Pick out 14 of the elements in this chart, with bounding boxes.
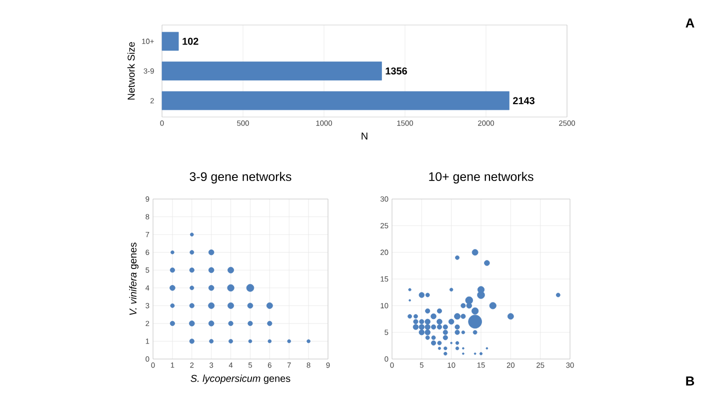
- data-label: 102: [182, 38, 198, 45]
- data-label: 1356: [386, 67, 407, 75]
- chart-title: 10+ gene networks: [429, 172, 534, 184]
- data-label: 2143: [513, 97, 534, 104]
- bar: [162, 62, 382, 80]
- text: B: [686, 376, 694, 386]
- bar: [162, 32, 179, 51]
- bar: [162, 91, 510, 110]
- x-axis-title: N: [362, 132, 368, 140]
- y-axis-title: Network Size: [127, 42, 135, 100]
- y-axis-title: V. vinifera genes: [129, 242, 138, 315]
- chart-title: 3-9 gene networks: [190, 172, 292, 184]
- text: A: [686, 18, 694, 28]
- x-axis-title: S. lycopersicum genes: [190, 374, 290, 384]
